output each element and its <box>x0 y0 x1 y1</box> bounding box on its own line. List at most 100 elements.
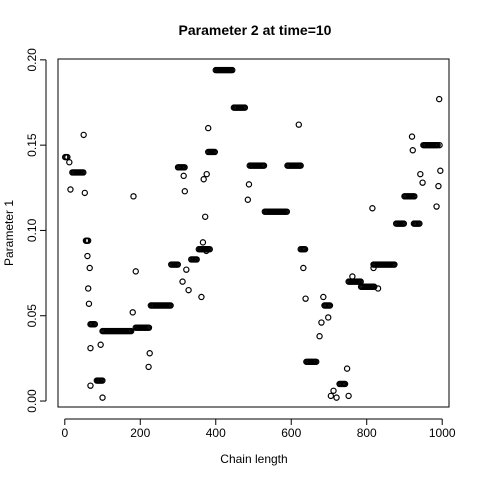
y-tick-label: 0.15 <box>25 133 39 157</box>
data-point <box>391 261 398 268</box>
data-point <box>145 363 152 371</box>
data-point <box>129 309 136 316</box>
data-point <box>203 247 210 255</box>
data-point <box>127 327 135 335</box>
data-points <box>61 66 444 401</box>
data-point <box>327 392 335 400</box>
data-point <box>325 314 332 321</box>
data-point <box>437 167 444 174</box>
data-point <box>87 382 94 389</box>
data-point <box>333 394 340 401</box>
data-point <box>419 179 426 186</box>
data-point <box>343 365 351 372</box>
x-tick-label: 1000 <box>429 426 456 440</box>
data-point <box>283 208 291 215</box>
x-axis: 0 200 400 600 800 1000 <box>61 418 456 440</box>
data-point <box>91 321 99 328</box>
x-tick-label: 200 <box>130 426 150 440</box>
data-point <box>183 266 190 273</box>
data-point <box>313 358 320 365</box>
data-point <box>193 256 200 263</box>
y-axis: 0.00 0.05 0.10 0.15 0.20 <box>25 48 47 413</box>
x-tick-label: 0 <box>61 426 68 440</box>
data-point <box>132 268 139 275</box>
data-point <box>408 133 416 140</box>
data-point <box>326 302 334 309</box>
data-point <box>211 148 219 156</box>
data-point <box>300 264 307 272</box>
data-point <box>85 300 93 307</box>
data-point <box>244 196 252 203</box>
data-point <box>260 162 268 169</box>
data-point <box>201 213 209 220</box>
data-point <box>97 341 104 348</box>
data-point <box>320 293 327 301</box>
y-tick-label: 0.00 <box>25 389 39 413</box>
data-point <box>199 239 207 246</box>
x-tick-label: 800 <box>357 426 377 440</box>
data-point <box>318 319 325 326</box>
data-point <box>400 220 408 227</box>
data-point <box>167 302 174 309</box>
data-point <box>345 392 352 400</box>
data-point <box>66 159 73 166</box>
data-point <box>370 264 377 272</box>
y-tick-label: 0.10 <box>25 218 39 242</box>
data-point <box>81 189 89 197</box>
data-point <box>229 66 236 74</box>
data-point <box>302 295 309 302</box>
data-point <box>99 394 106 401</box>
data-point <box>416 220 423 227</box>
data-point <box>84 252 91 260</box>
data-point <box>180 172 187 180</box>
data-point <box>80 169 87 176</box>
data-point <box>241 104 249 111</box>
data-point <box>245 181 253 188</box>
chart-title: Parameter 2 at time=10 <box>179 22 332 38</box>
data-point <box>316 333 323 340</box>
x-axis-label: Chain length <box>220 452 287 466</box>
data-point <box>83 237 90 244</box>
data-point <box>145 324 153 331</box>
y-axis-label: Parameter 1 <box>2 200 16 266</box>
data-point <box>409 147 416 154</box>
data-point <box>417 170 424 178</box>
data-point <box>174 261 182 268</box>
data-point <box>200 176 207 183</box>
data-point <box>203 170 210 178</box>
data-point <box>371 283 378 290</box>
data-point <box>435 182 442 190</box>
plot-frame <box>57 58 450 408</box>
x-tick-label: 600 <box>281 426 301 440</box>
data-point <box>295 121 302 128</box>
data-point <box>146 350 153 357</box>
data-point <box>349 273 356 280</box>
data-point <box>436 141 443 149</box>
data-point <box>181 164 188 171</box>
data-point <box>86 264 93 272</box>
data-point <box>434 141 441 149</box>
y-tick-label: 0.05 <box>25 304 39 328</box>
y-tick-label: 0.20 <box>25 48 39 72</box>
data-point <box>185 286 192 294</box>
data-point <box>297 162 304 169</box>
data-point <box>99 377 106 384</box>
x-tick-label: 400 <box>206 426 226 440</box>
data-point <box>374 285 382 292</box>
data-point <box>206 246 213 253</box>
data-point <box>198 293 205 301</box>
data-point <box>130 193 137 200</box>
data-point <box>179 278 186 285</box>
data-point <box>341 380 349 388</box>
data-point <box>435 95 443 103</box>
data-point <box>369 205 376 212</box>
data-point <box>433 203 440 210</box>
data-point <box>80 131 87 139</box>
data-point <box>87 344 94 352</box>
data-point <box>67 186 74 193</box>
data-point <box>301 246 309 253</box>
data-point <box>205 124 212 132</box>
data-point <box>84 285 92 292</box>
data-point <box>411 193 418 200</box>
